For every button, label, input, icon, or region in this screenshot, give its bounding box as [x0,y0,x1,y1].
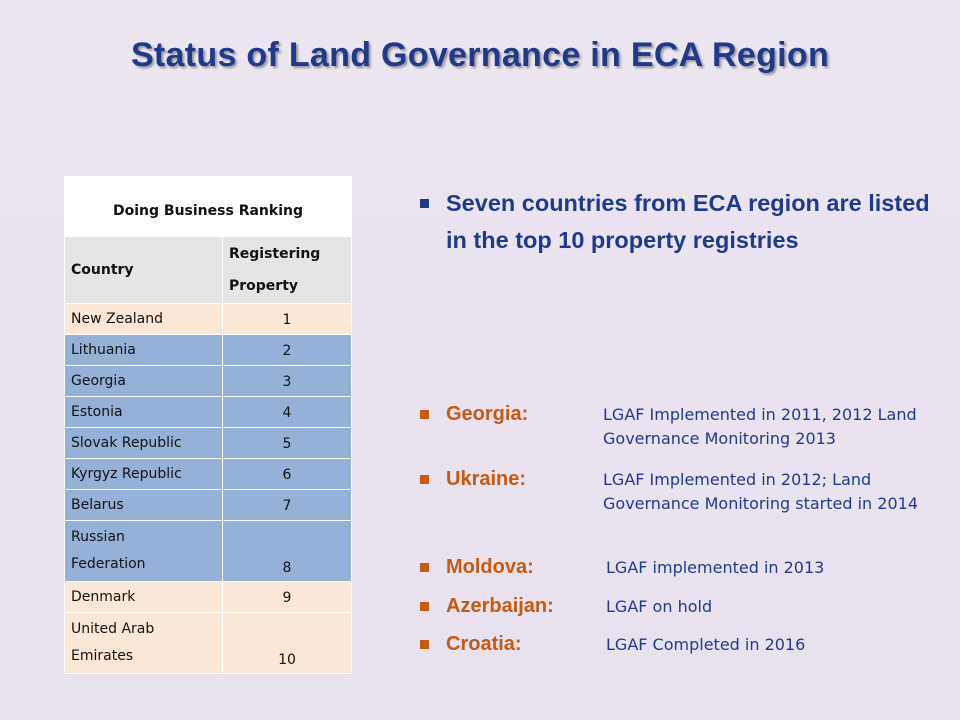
main-bullet-text: Seven countries from ECA region are list… [446,190,930,253]
page-title: Status of Land Governance in ECA Region [130,36,830,74]
table-caption: Doing Business Ranking [64,176,352,237]
rank-cell: 1 [222,303,352,335]
rank-cell: 4 [222,396,352,428]
country-bullet-detail: LGAF Completed in 2016 [606,635,806,654]
country-cell: Belarus [64,489,223,521]
country-bullet-label: Moldova: [446,556,534,578]
square-bullet-icon [420,602,429,611]
table-caption-row: Doing Business Ranking [64,176,352,237]
country-name-line2: Federation [71,556,146,572]
country-bullet-detail: LGAF implemented in 2013 [606,558,825,577]
column-header-line2: Property [229,278,299,294]
square-bullet-icon [420,640,429,649]
country-name-line1: Russian [71,529,125,545]
rank-cell: 6 [222,458,352,490]
rank-cell: 10 [222,612,352,674]
country-cell: New Zealand [64,303,223,335]
square-bullet-icon [420,563,429,572]
rank-cell: 2 [222,334,352,366]
table-row: Georgia 3 [64,365,352,397]
country-bullet-detail: LGAF on hold [606,597,713,616]
country-bullet-detail: LGAF Implemented in 2012; Land Governanc… [603,470,918,513]
country-cell: Lithuania [64,334,223,366]
country-cell: Russian Federation [64,520,223,582]
table-row: Kyrgyz Republic 6 [64,458,352,490]
country-cell: Estonia [64,396,223,428]
rank-cell: 8 [222,520,352,582]
column-header-country: Country [64,236,223,304]
table-row: New Zealand 1 [64,303,352,335]
table-row: Russian Federation 8 [64,520,352,582]
column-header-registering-property: Registering Property [222,236,352,304]
rank-cell: 7 [222,489,352,521]
country-name-line1: United Arab [71,621,155,637]
table-header-row: Country Registering Property [64,236,352,304]
country-bullet-detail: LGAF Implemented in 2011, 2012 Land Gove… [603,405,917,448]
table-row: Denmark 9 [64,581,352,613]
square-bullet-icon [420,199,429,208]
table-row: Belarus 7 [64,489,352,521]
rank-cell: 3 [222,365,352,397]
main-bullet-list: Seven countries from ECA region are list… [412,185,932,259]
country-bullet-label: Croatia: [446,633,522,655]
table-row: Estonia 4 [64,396,352,428]
country-cell: United Arab Emirates [64,612,223,674]
doing-business-table: Doing Business Ranking Country Registeri… [64,176,352,674]
country-name-line2: Emirates [71,648,134,664]
country-bullet-label: Georgia: [446,403,529,425]
table-row: Lithuania 2 [64,334,352,366]
country-bullet-label: Azerbaijan: [446,595,554,617]
country-cell: Denmark [64,581,223,613]
square-bullet-icon [420,410,429,419]
square-bullet-icon [420,475,429,484]
country-cell: Georgia [64,365,223,397]
country-cell: Kyrgyz Republic [64,458,223,490]
country-cell: Slovak Republic [64,427,223,459]
country-bullet-label: Ukraine: [446,468,527,490]
table-row: United Arab Emirates 10 [64,612,352,674]
table-row: Slovak Republic 5 [64,427,352,459]
rank-cell: 9 [222,581,352,613]
column-header-line1: Registering [229,246,321,262]
main-bullet: Seven countries from ECA region are list… [412,185,932,259]
rank-cell: 5 [222,427,352,459]
